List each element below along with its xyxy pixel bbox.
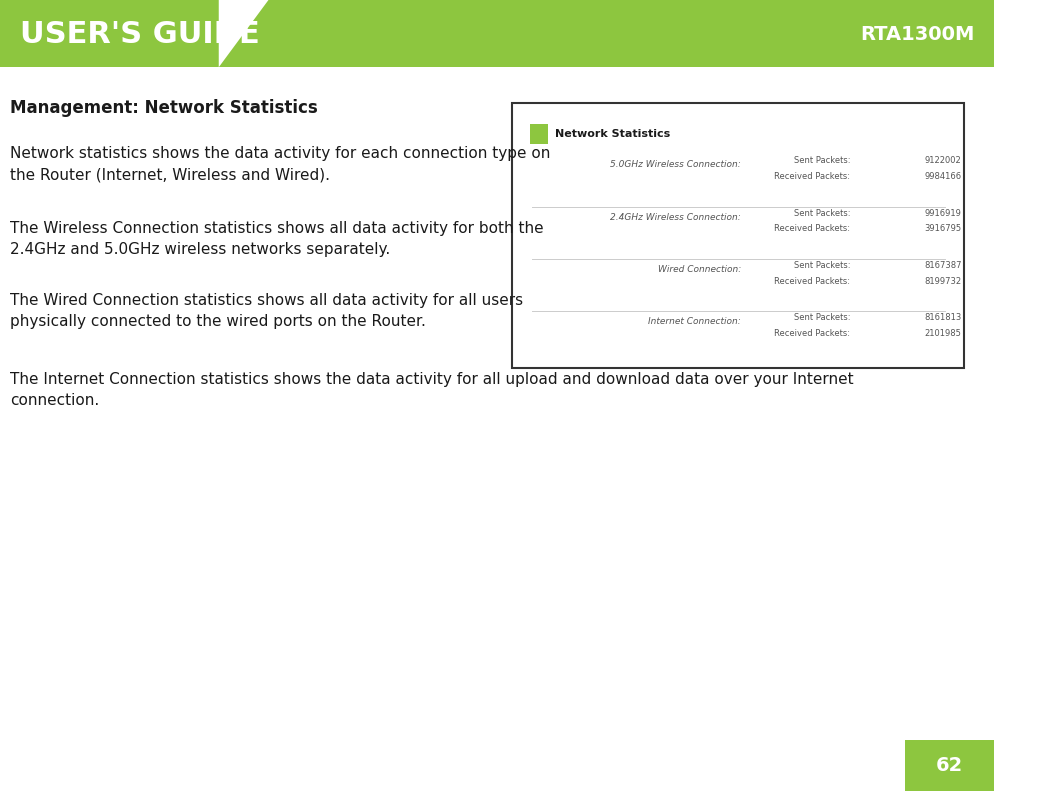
Text: 8167387: 8167387 (925, 261, 962, 270)
Text: Sent Packets:: Sent Packets: (794, 313, 850, 323)
Text: Received Packets:: Received Packets: (774, 172, 850, 181)
Text: 2.4GHz Wireless Connection:: 2.4GHz Wireless Connection: (610, 213, 740, 221)
Text: The Wireless Connection statistics shows all data activity for both the
2.4GHz a: The Wireless Connection statistics shows… (10, 221, 544, 258)
Text: Management: Network Statistics: Management: Network Statistics (10, 99, 317, 117)
Text: Internet Connection:: Internet Connection: (648, 317, 740, 327)
Text: 9916919: 9916919 (925, 209, 962, 218)
Text: Received Packets:: Received Packets: (774, 277, 850, 286)
Text: The Internet Connection statistics shows the data activity for all upload and do: The Internet Connection statistics shows… (10, 372, 854, 408)
FancyBboxPatch shape (905, 740, 994, 791)
FancyBboxPatch shape (530, 124, 548, 144)
Text: Sent Packets:: Sent Packets: (794, 209, 850, 218)
Text: Sent Packets:: Sent Packets: (794, 156, 850, 165)
Text: 9122002: 9122002 (925, 156, 961, 165)
Text: 8199732: 8199732 (925, 277, 962, 286)
Text: Network Statistics: Network Statistics (554, 129, 670, 138)
FancyBboxPatch shape (0, 0, 994, 67)
Text: Wired Connection:: Wired Connection: (657, 265, 740, 274)
FancyBboxPatch shape (512, 103, 964, 368)
Text: 2101985: 2101985 (925, 329, 962, 339)
Text: 5.0GHz Wireless Connection:: 5.0GHz Wireless Connection: (610, 160, 740, 169)
Text: 8161813: 8161813 (925, 313, 962, 323)
Text: RTA1300M: RTA1300M (860, 25, 974, 44)
Text: Sent Packets:: Sent Packets: (794, 261, 850, 270)
Text: 62: 62 (936, 756, 963, 775)
Text: Received Packets:: Received Packets: (774, 329, 850, 339)
Text: Network statistics shows the data activity for each connection type on
the Route: Network statistics shows the data activi… (10, 146, 550, 183)
Text: Received Packets:: Received Packets: (774, 225, 850, 233)
Text: USER'S GUIDE: USER'S GUIDE (20, 20, 260, 48)
Text: The Wired Connection statistics shows all data activity for all users
physically: The Wired Connection statistics shows al… (10, 293, 523, 329)
Text: 9984166: 9984166 (925, 172, 962, 181)
Text: 3916795: 3916795 (925, 225, 962, 233)
Polygon shape (218, 0, 268, 67)
